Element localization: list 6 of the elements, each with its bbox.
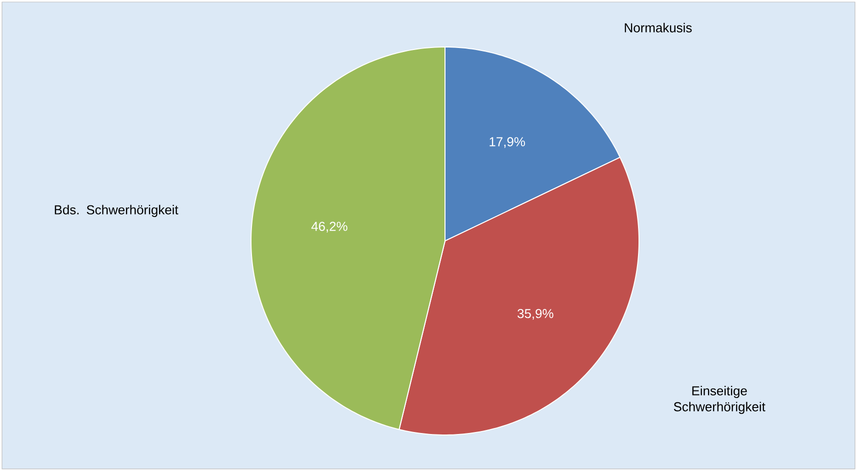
data-label: 35,9% bbox=[518, 308, 554, 320]
slice-label: Bds. Schwerhörigkeit bbox=[54, 204, 178, 217]
slice-label: Einseitige Schwerhörigkeit bbox=[674, 386, 766, 414]
data-label: 17,9% bbox=[490, 137, 525, 148]
slice-label: Normakusis bbox=[624, 22, 692, 32]
data-label: 46,2% bbox=[311, 222, 348, 232]
